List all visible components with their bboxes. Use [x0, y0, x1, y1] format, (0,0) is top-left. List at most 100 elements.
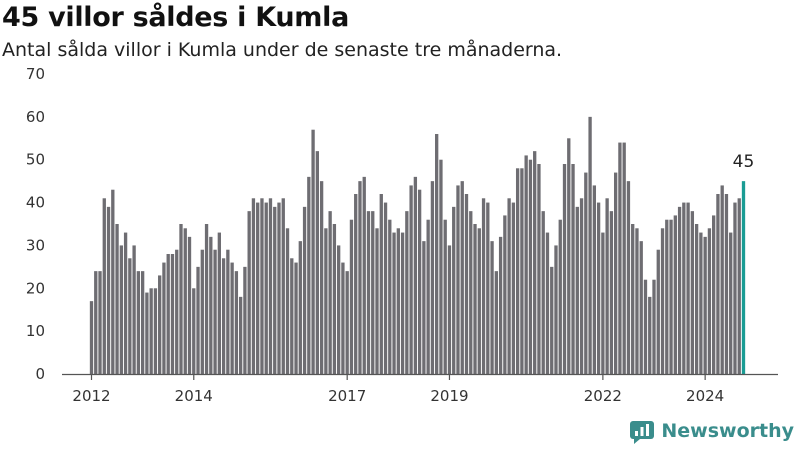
bar: [712, 215, 716, 374]
bar: [128, 258, 132, 374]
bar: [140, 271, 145, 374]
bar: [221, 258, 226, 374]
bar: [716, 194, 720, 374]
bar: [511, 202, 516, 374]
bar: [562, 164, 567, 374]
bar: [132, 245, 136, 374]
bar: [665, 219, 669, 374]
bar: [153, 288, 158, 374]
bar: [456, 185, 460, 374]
bar: [196, 266, 200, 374]
bar: [358, 181, 362, 374]
bar: [341, 262, 345, 374]
bar: [596, 202, 601, 374]
bar: [281, 198, 285, 374]
bar: [332, 224, 337, 374]
last-value-label: 45: [733, 152, 755, 172]
bar: [311, 129, 315, 374]
bar: [209, 236, 213, 374]
bar: [170, 254, 175, 374]
bar: [452, 206, 456, 374]
bar: [251, 198, 256, 374]
bar: [584, 172, 588, 374]
bar: [669, 219, 673, 374]
bar: [682, 202, 686, 374]
bar: [162, 262, 166, 374]
bar: [213, 249, 217, 374]
bar: [375, 228, 379, 374]
chart-title: 45 villor såldes i Kumla: [2, 2, 349, 33]
bar: [290, 258, 294, 374]
y-tick-label: 40: [26, 194, 45, 212]
bar: [533, 151, 537, 374]
bar: [469, 211, 473, 374]
bar: [354, 194, 358, 374]
bar: [490, 241, 494, 374]
bar: [554, 245, 558, 374]
bar: [243, 266, 247, 374]
bar: [541, 211, 545, 374]
bar: [119, 245, 123, 374]
bar: [328, 211, 332, 374]
bar: [639, 241, 643, 374]
bar: [673, 215, 677, 374]
bar: [494, 271, 498, 374]
bar: [89, 301, 94, 374]
x-tick-label: 2019: [430, 387, 468, 405]
bar: [588, 116, 592, 375]
x-axis: 2012 2014 2017 2019 2022 2024: [62, 373, 778, 405]
bar: [686, 202, 690, 374]
bar: [699, 232, 703, 374]
bar: [443, 219, 447, 374]
bar: [426, 219, 430, 374]
bar: [524, 155, 528, 374]
bar: [260, 198, 264, 374]
bar: [486, 202, 490, 374]
bar: [473, 224, 477, 374]
bar: [285, 228, 290, 374]
brand-name: Newsworthy: [661, 420, 794, 442]
bar: [703, 236, 707, 374]
bar: [115, 224, 119, 374]
bar: [567, 138, 571, 374]
bar: [247, 211, 251, 374]
bar: [106, 206, 111, 374]
bar: [720, 185, 724, 374]
y-tick-label: 0: [35, 365, 45, 383]
annotations: 45: [733, 152, 755, 172]
bar-series: [89, 116, 746, 375]
bar: [481, 198, 486, 374]
bar-highlight: [741, 181, 746, 374]
bar: [383, 202, 388, 374]
bar: [298, 241, 302, 374]
bar: [648, 296, 652, 374]
bar: [345, 271, 349, 374]
bar: [268, 198, 273, 374]
bar: [558, 219, 562, 374]
y-tick-label: 60: [26, 108, 45, 126]
bar: [166, 254, 170, 374]
bar: [460, 181, 464, 374]
bar: [379, 194, 383, 374]
bar: [396, 228, 400, 374]
bar: [694, 224, 699, 374]
bar: [366, 211, 371, 374]
y-tick-label: 20: [26, 279, 45, 297]
x-tick-label: 2024: [686, 387, 724, 405]
bar: [537, 164, 541, 374]
bar: [238, 296, 243, 374]
bar: [515, 168, 520, 374]
y-tick-label: 70: [26, 65, 45, 83]
bar: [200, 249, 204, 374]
bar: [192, 288, 196, 374]
bar: [400, 232, 405, 374]
bar: [183, 228, 187, 374]
bar: [656, 249, 660, 374]
bar: [273, 206, 277, 374]
bar: [422, 241, 426, 374]
bar: [405, 211, 409, 374]
bar: [187, 236, 192, 374]
bar: [507, 198, 511, 374]
bar: [123, 232, 128, 374]
bar: [626, 181, 631, 374]
